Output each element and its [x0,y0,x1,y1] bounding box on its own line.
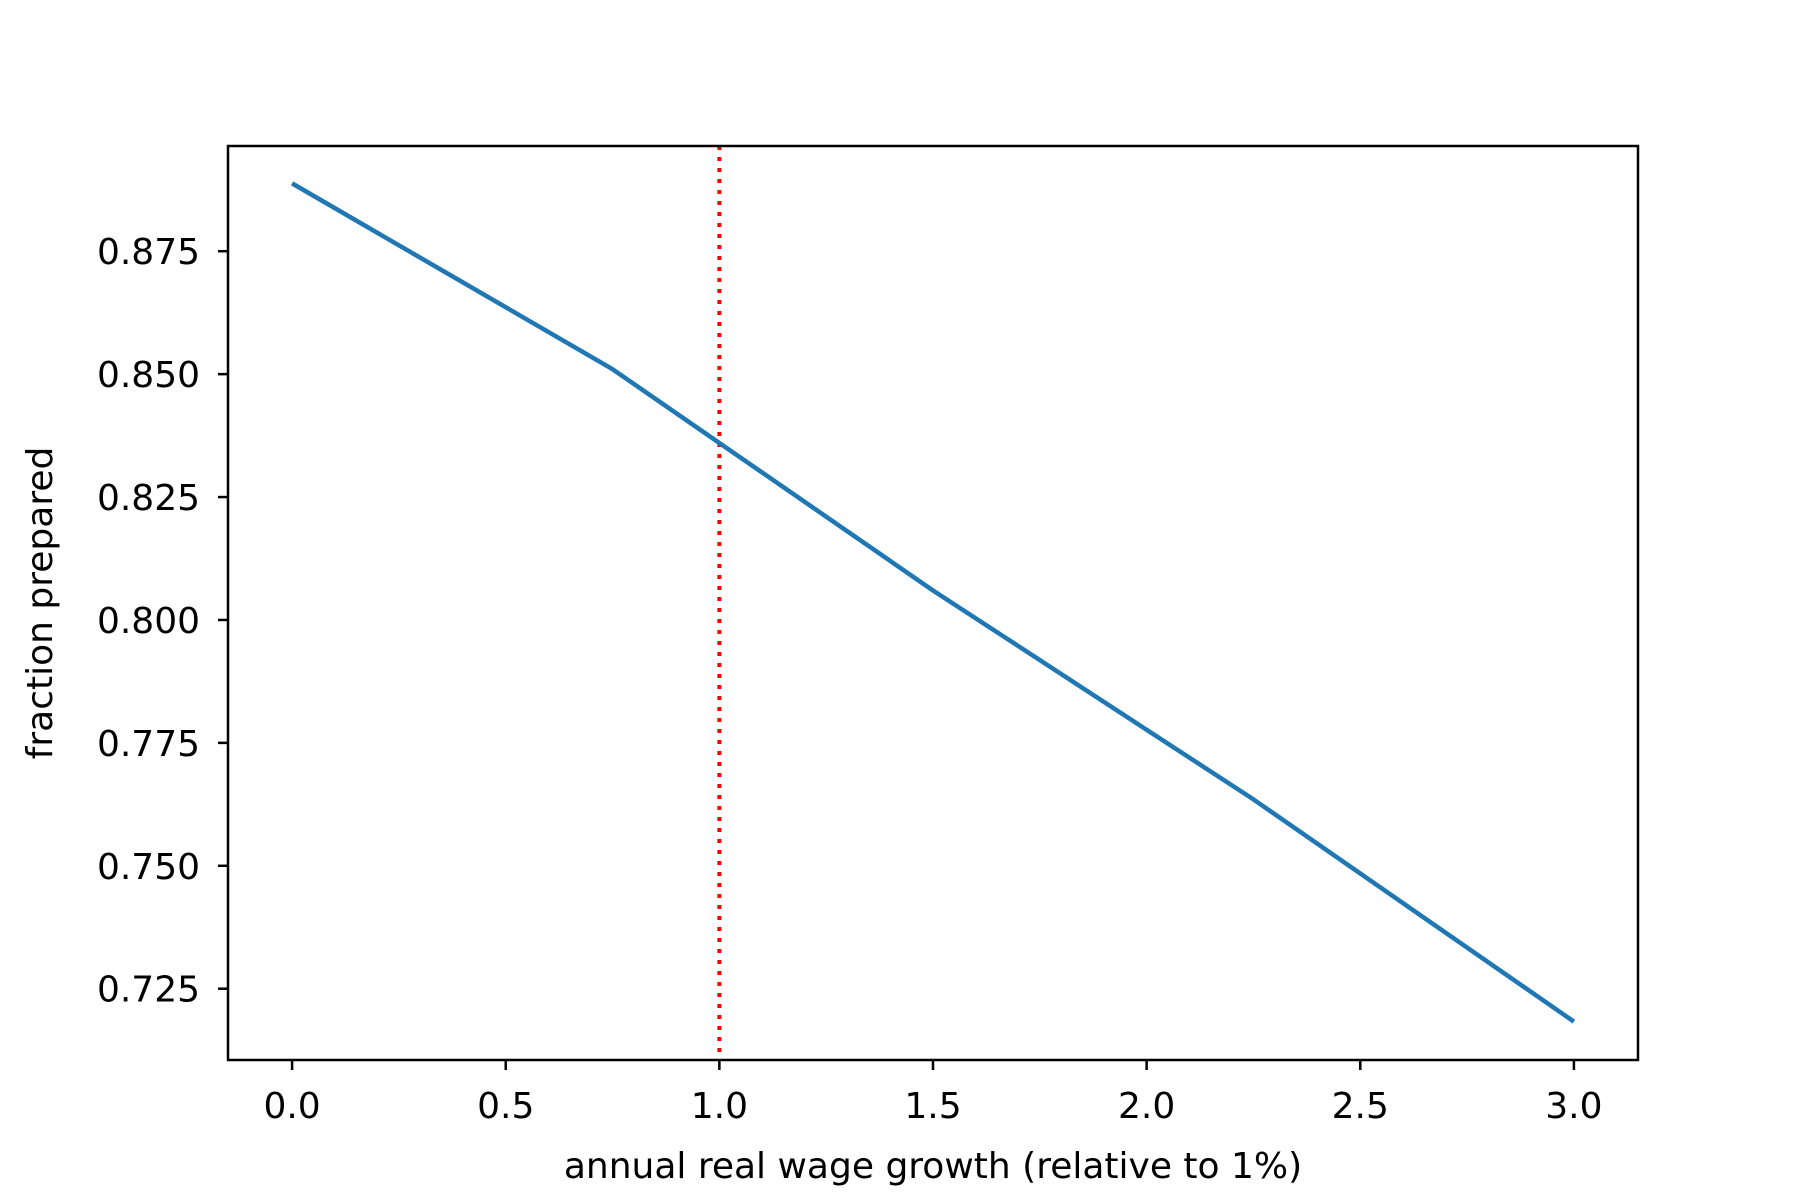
y-tick-label: 0.775 [97,724,200,765]
series-line [290,181,1576,1024]
x-tick-label: 2.5 [1332,1086,1389,1127]
x-tick-label: 0.5 [477,1086,534,1127]
x-axis-ticks: 0.0 0.5 1.0 1.5 2.0 2.5 3.0 [263,1060,1603,1127]
y-tick-label: 0.800 [97,601,200,642]
y-axis-label: fraction prepared [20,447,61,760]
x-tick-label: 2.0 [1118,1086,1175,1127]
y-tick-label: 0.725 [97,970,200,1011]
y-tick-label: 0.875 [97,232,200,273]
y-axis-ticks: 0.725 0.750 0.775 0.800 0.825 0.850 0.875 [97,232,228,1011]
y-tick-label: 0.850 [97,355,200,396]
plot-area [290,146,1576,1060]
x-tick-label: 1.0 [691,1086,748,1127]
x-axis-label: annual real wage growth (relative to 1%) [564,1146,1302,1187]
x-tick-label: 0.0 [263,1086,320,1127]
x-tick-label: 1.5 [904,1086,961,1127]
y-tick-label: 0.750 [97,847,200,888]
y-tick-label: 0.825 [97,478,200,519]
x-tick-label: 3.0 [1545,1086,1602,1127]
